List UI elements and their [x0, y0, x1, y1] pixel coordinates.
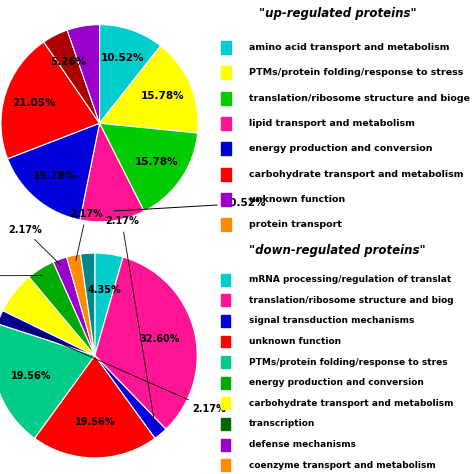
FancyBboxPatch shape — [221, 142, 231, 155]
Text: transcription: transcription — [248, 419, 315, 428]
Wedge shape — [29, 262, 95, 356]
FancyBboxPatch shape — [221, 397, 230, 410]
FancyBboxPatch shape — [221, 336, 230, 347]
FancyBboxPatch shape — [221, 377, 230, 389]
Text: amino acid transport and metabolism: amino acid transport and metabolism — [248, 43, 449, 52]
Text: 2.17%: 2.17% — [8, 225, 61, 265]
Text: unknown function: unknown function — [248, 195, 345, 204]
Wedge shape — [8, 123, 100, 220]
Text: carbohydrate transport and metabolism: carbohydrate transport and metabolism — [248, 399, 453, 408]
Text: 10.52%: 10.52% — [100, 53, 144, 63]
Wedge shape — [100, 123, 198, 211]
Wedge shape — [100, 46, 198, 133]
FancyBboxPatch shape — [221, 274, 230, 285]
FancyBboxPatch shape — [221, 356, 230, 368]
Text: 21.05%: 21.05% — [12, 98, 55, 108]
Wedge shape — [81, 253, 95, 356]
FancyBboxPatch shape — [221, 315, 230, 327]
Text: translation/ribosome structure and biog: translation/ribosome structure and biog — [248, 296, 453, 305]
Wedge shape — [95, 253, 123, 356]
Text: 5.26%: 5.26% — [50, 57, 87, 67]
FancyBboxPatch shape — [221, 41, 231, 54]
Wedge shape — [80, 123, 144, 222]
FancyBboxPatch shape — [221, 219, 231, 231]
Wedge shape — [0, 310, 95, 356]
FancyBboxPatch shape — [221, 193, 231, 206]
FancyBboxPatch shape — [221, 66, 231, 79]
Text: 19.56%: 19.56% — [11, 371, 52, 381]
Text: 2.17%: 2.17% — [105, 217, 155, 425]
Text: PTMs/protein folding/response to stres: PTMs/protein folding/response to stres — [248, 358, 447, 366]
Text: PTMs/protein folding/response to stress: PTMs/protein folding/response to stress — [248, 68, 463, 77]
Text: 15.78%: 15.78% — [135, 157, 178, 167]
Text: translation/ribosome structure and bioge: translation/ribosome structure and bioge — [248, 94, 470, 102]
Wedge shape — [0, 324, 95, 438]
Text: 10.52%: 10.52% — [114, 199, 266, 211]
Text: unknown function: unknown function — [248, 337, 341, 346]
FancyBboxPatch shape — [221, 117, 231, 130]
Text: energy production and conversion: energy production and conversion — [248, 378, 423, 387]
FancyBboxPatch shape — [221, 459, 230, 471]
Text: "up-regulated proteins": "up-regulated proteins" — [259, 7, 416, 20]
FancyBboxPatch shape — [221, 439, 230, 450]
Text: coenzyme transport and metabolism: coenzyme transport and metabolism — [248, 461, 435, 470]
Text: energy production and conversion: energy production and conversion — [248, 145, 432, 153]
FancyBboxPatch shape — [221, 91, 231, 105]
FancyBboxPatch shape — [221, 294, 230, 306]
Wedge shape — [35, 356, 155, 458]
Text: 15.78%: 15.78% — [141, 91, 185, 101]
Wedge shape — [67, 25, 100, 123]
Wedge shape — [3, 277, 95, 356]
Text: signal transduction mechanisms: signal transduction mechanisms — [248, 317, 414, 325]
Text: 32.60%: 32.60% — [139, 335, 180, 345]
Text: "down-regulated proteins": "down-regulated proteins" — [249, 244, 426, 257]
Text: 2.17%: 2.17% — [69, 210, 103, 261]
Text: 4.34%: 4.34% — [0, 271, 42, 281]
FancyBboxPatch shape — [221, 168, 231, 181]
Wedge shape — [44, 30, 100, 123]
Wedge shape — [67, 254, 95, 356]
Text: 2.17%: 2.17% — [10, 321, 226, 414]
Text: lipid transport and metabolism: lipid transport and metabolism — [248, 119, 414, 128]
Wedge shape — [95, 257, 197, 429]
Wedge shape — [53, 257, 95, 356]
Text: mRNA processing/regulation of translat: mRNA processing/regulation of translat — [248, 275, 451, 284]
Text: defense mechanisms: defense mechanisms — [248, 440, 356, 449]
Wedge shape — [1, 42, 100, 159]
Text: carbohydrate transport and metabolism: carbohydrate transport and metabolism — [248, 170, 463, 179]
Text: protein transport: protein transport — [248, 220, 342, 229]
Text: 15.78%: 15.78% — [33, 171, 77, 181]
Text: 4.35%: 4.35% — [87, 284, 121, 295]
Text: 19.56%: 19.56% — [74, 417, 115, 427]
FancyBboxPatch shape — [221, 418, 230, 430]
Wedge shape — [95, 356, 166, 438]
Wedge shape — [100, 25, 161, 123]
